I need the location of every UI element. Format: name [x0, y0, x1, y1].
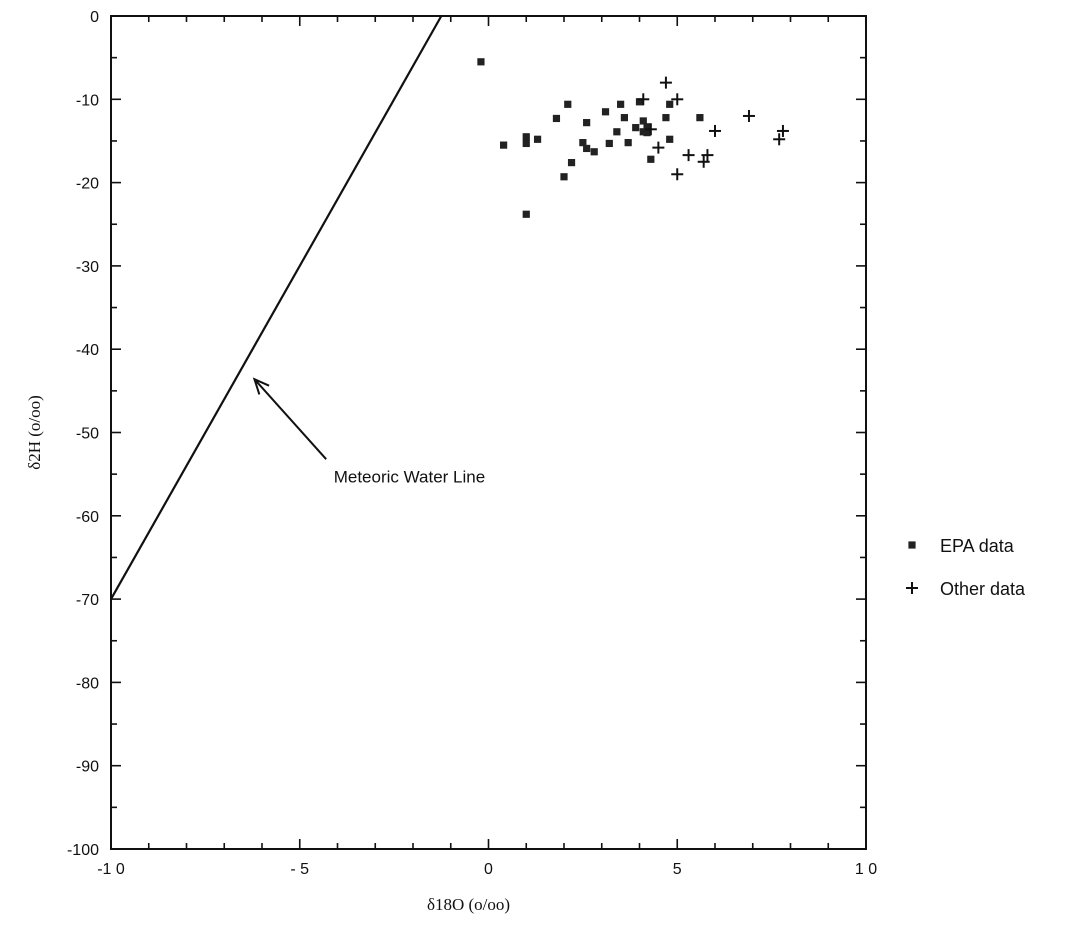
- data-points: [477, 58, 789, 218]
- y-tick-label: -80: [76, 675, 99, 692]
- other-data-point: [659, 76, 672, 89]
- epa-data-point: [583, 119, 591, 127]
- y-tick-label: -20: [76, 176, 99, 193]
- epa-data-point: [647, 155, 655, 163]
- legend: EPA data Other data: [906, 536, 1026, 599]
- epa-data-point: [522, 139, 530, 148]
- epa-data-point: [579, 139, 587, 147]
- y-axis-title: δ2H (o/oo): [25, 395, 44, 470]
- other-data-point: [773, 133, 786, 146]
- other-data-point: [637, 93, 650, 106]
- epa-data-point: [643, 123, 651, 131]
- legend-label-other: Other data: [940, 579, 1026, 599]
- epa-data-point: [639, 117, 647, 125]
- annotation-arrow-head: [252, 377, 270, 395]
- x-tick-label: 1 0: [855, 861, 877, 878]
- epa-data-point: [662, 114, 670, 122]
- other-data-point: [671, 93, 684, 106]
- epa-data-point: [624, 139, 632, 147]
- epa-data-point: [477, 58, 485, 66]
- epa-data-point: [696, 114, 704, 122]
- epa-data-point: [643, 129, 651, 137]
- y-tick-label: -100: [67, 842, 99, 859]
- epa-data-point: [639, 128, 647, 136]
- other-data-point: [742, 109, 755, 122]
- other-data-point: [644, 123, 657, 136]
- other-data-point: [701, 149, 714, 162]
- legend-label-epa: EPA data: [940, 536, 1015, 556]
- epa-data-point: [601, 108, 610, 116]
- other-data-point: [697, 155, 710, 168]
- y-tick-label: -90: [76, 759, 99, 776]
- other-data-point: [776, 124, 789, 137]
- legend-marker-other: [906, 582, 918, 594]
- y-tick-label: -50: [76, 426, 99, 443]
- epa-data-point: [613, 128, 621, 136]
- y-tick-label: -30: [76, 259, 99, 276]
- epa-data-point: [522, 133, 530, 141]
- y-tick-label: -10: [76, 92, 99, 109]
- y-tick-label: -70: [76, 592, 99, 609]
- annotation: Meteoric Water Line: [252, 377, 485, 487]
- x-axis-title: δ18O (o/oo): [427, 895, 510, 914]
- y-tick-label: 0: [90, 9, 99, 26]
- other-data-point: [709, 124, 721, 137]
- annotation-label: Meteoric Water Line: [334, 468, 485, 487]
- epa-data-point: [522, 210, 530, 218]
- epa-data-point: [666, 135, 674, 143]
- y-tick-label: -60: [76, 509, 99, 526]
- epa-data-point: [560, 173, 568, 181]
- epa-data-point: [632, 124, 640, 132]
- legend-marker-epa: [908, 541, 916, 549]
- x-tick-label: -1 0: [97, 861, 125, 878]
- other-data-point: [652, 141, 665, 154]
- epa-data-point: [500, 141, 508, 149]
- epa-data-point: [583, 144, 591, 153]
- epa-data-point: [605, 139, 613, 148]
- plot-frame: [110, 15, 867, 850]
- epa-data-point: [620, 114, 628, 122]
- x-tick-label: 5: [673, 861, 682, 878]
- other-data-point: [671, 168, 684, 181]
- epa-data-point: [552, 114, 561, 123]
- x-tick-label: - 5: [290, 861, 309, 878]
- epa-data-point: [564, 100, 572, 108]
- epa-data-point: [567, 159, 576, 167]
- epa-data-point: [533, 135, 542, 143]
- y-tick-label: -40: [76, 342, 99, 359]
- x-tick-label: 0: [484, 861, 493, 878]
- epa-data-point: [635, 98, 644, 106]
- meteoric-water-line: [110, 15, 443, 600]
- epa-data-point: [590, 148, 598, 156]
- annotation-arrow-shaft: [253, 378, 327, 460]
- meteoric-water-line-layer: [110, 15, 443, 600]
- other-data-point: [682, 149, 695, 162]
- epa-data-point: [666, 100, 674, 108]
- epa-data-point: [617, 100, 625, 108]
